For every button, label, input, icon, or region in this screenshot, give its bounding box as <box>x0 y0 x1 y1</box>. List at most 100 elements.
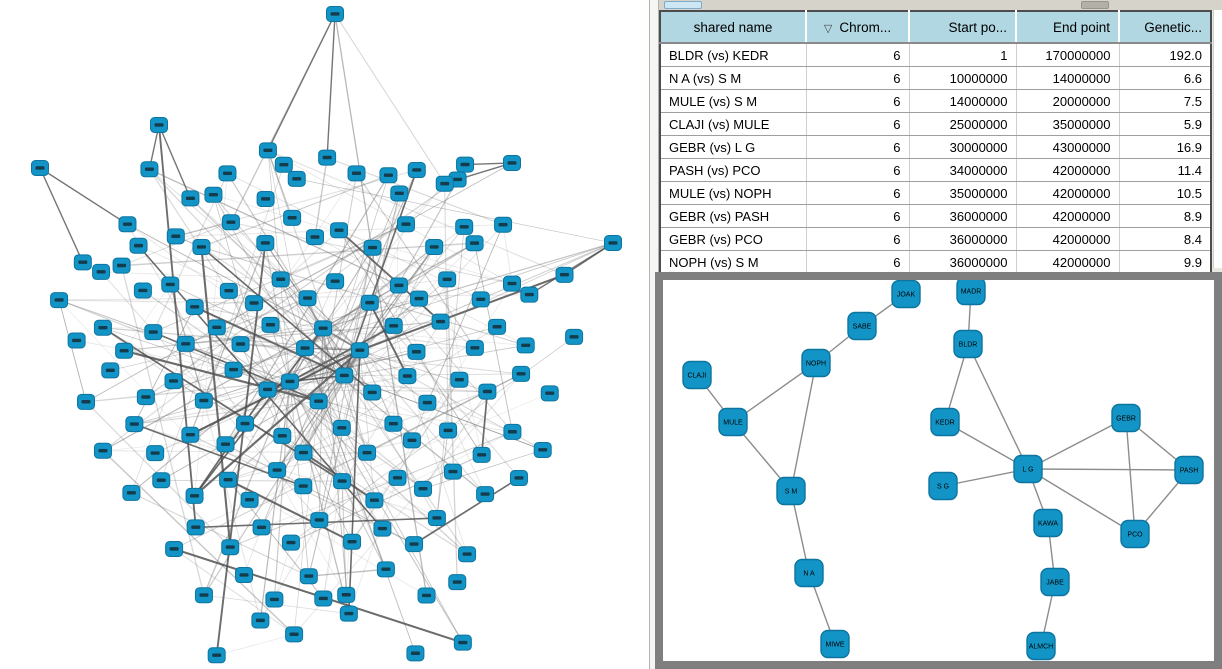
network-node[interactable] <box>314 320 333 337</box>
network-node[interactable] <box>384 317 403 334</box>
network-node[interactable] <box>309 393 328 410</box>
network-node[interactable] <box>407 162 426 179</box>
network-node[interactable] <box>503 155 521 171</box>
network-node[interactable] <box>93 442 112 459</box>
network-node-joak[interactable]: JOAK <box>891 280 921 309</box>
network-node[interactable] <box>431 313 450 330</box>
scrollbar-tab-icon[interactable] <box>664 1 702 9</box>
network-node[interactable] <box>456 156 475 173</box>
network-node[interactable] <box>122 484 141 501</box>
network-node[interactable] <box>261 316 280 333</box>
network-node[interactable] <box>427 510 446 527</box>
node-shape[interactable] <box>956 280 986 306</box>
network-node-n-a[interactable]: N A <box>794 558 824 588</box>
network-node-claji[interactable]: CLAJI <box>682 360 712 390</box>
network-node[interactable] <box>73 254 92 271</box>
node-shape[interactable] <box>1174 455 1204 485</box>
network-node[interactable] <box>376 561 395 578</box>
table-row[interactable]: GEBR (vs) L G 6 30000000 43000000 16.9 <box>660 135 1211 159</box>
network-node[interactable] <box>407 343 426 360</box>
network-node[interactable] <box>50 292 69 309</box>
network-node[interactable] <box>330 222 349 239</box>
network-node[interactable] <box>332 419 351 436</box>
network-node[interactable] <box>476 486 495 503</box>
column-header-genetic[interactable]: Genetic... <box>1119 11 1211 44</box>
network-node[interactable] <box>219 282 238 299</box>
network-node[interactable] <box>133 282 152 299</box>
network-node[interactable] <box>186 519 205 536</box>
network-node[interactable] <box>438 271 457 288</box>
network-node[interactable] <box>314 590 333 607</box>
network-node[interactable] <box>271 271 290 288</box>
network-node[interactable] <box>136 389 155 406</box>
network-node[interactable] <box>363 239 382 256</box>
network-node[interactable] <box>287 170 306 187</box>
network-node[interactable] <box>112 257 131 274</box>
network-node[interactable] <box>125 416 144 433</box>
network-node-kedr[interactable]: KEDR <box>930 407 960 437</box>
network-node[interactable] <box>273 427 292 444</box>
network-node[interactable] <box>281 534 300 551</box>
network-node[interactable] <box>384 415 403 432</box>
node-shape[interactable] <box>953 329 983 359</box>
network-node[interactable] <box>503 423 522 440</box>
column-header-shared-name[interactable]: shared name <box>660 11 807 44</box>
network-node[interactable] <box>221 214 240 231</box>
subnetwork-canvas[interactable]: JOAK MADR SABE BLDR NOPH CLAJI MULE KEDR GEBR L G… <box>663 280 1214 661</box>
node-shape[interactable] <box>801 348 831 378</box>
network-node[interactable] <box>251 612 270 629</box>
network-node[interactable] <box>455 218 474 235</box>
network-node[interactable] <box>204 186 223 203</box>
network-node[interactable] <box>471 291 490 308</box>
network-node[interactable] <box>405 536 424 553</box>
table-horizontal-scrollbar[interactable] <box>659 0 1222 10</box>
network-node[interactable] <box>503 275 522 292</box>
network-node[interactable] <box>181 426 200 443</box>
network-node[interactable] <box>478 383 497 400</box>
network-node[interactable] <box>472 446 491 463</box>
network-node-kawa[interactable]: KAWA <box>1033 508 1063 538</box>
network-node[interactable] <box>465 235 484 252</box>
network-node[interactable] <box>181 190 200 207</box>
network-node[interactable] <box>512 365 531 382</box>
network-node[interactable] <box>299 568 318 585</box>
network-node[interactable] <box>488 318 507 335</box>
network-node[interactable] <box>565 328 584 345</box>
network-node[interactable] <box>520 286 539 303</box>
network-node[interactable] <box>101 362 120 379</box>
table-row[interactable]: NOPH (vs) S M 6 36000000 42000000 9.9 <box>660 250 1211 274</box>
network-node-jabe[interactable]: JABE <box>1040 567 1070 597</box>
network-node[interactable] <box>296 340 315 357</box>
table-row[interactable]: CLAJI (vs) MULE 6 25000000 35000000 5.9 <box>660 112 1211 136</box>
node-shape[interactable] <box>847 311 877 341</box>
network-node[interactable] <box>294 444 313 461</box>
network-node[interactable] <box>458 546 477 563</box>
network-node[interactable] <box>140 161 159 178</box>
network-node[interactable] <box>240 491 259 508</box>
network-node[interactable] <box>164 373 183 390</box>
node-shape[interactable] <box>928 471 958 501</box>
network-node[interactable] <box>176 335 195 352</box>
network-node[interactable] <box>443 463 462 480</box>
table-vertical-scrollbar[interactable] <box>1213 10 1222 268</box>
node-shape[interactable] <box>1120 519 1150 549</box>
network-node[interactable] <box>118 216 137 233</box>
network-node[interactable] <box>77 393 96 410</box>
network-node[interactable] <box>224 361 243 378</box>
network-node[interactable] <box>258 381 277 398</box>
network-node[interactable] <box>604 235 622 251</box>
network-node[interactable] <box>298 290 317 307</box>
node-shape[interactable] <box>1026 631 1056 661</box>
node-shape[interactable] <box>718 407 748 437</box>
network-node[interactable] <box>425 239 444 256</box>
network-node[interactable] <box>417 587 436 604</box>
node-shape[interactable] <box>1013 454 1043 484</box>
column-header-end-point[interactable]: End point <box>1016 11 1120 44</box>
table-row[interactable]: GEBR (vs) PASH 6 36000000 42000000 8.9 <box>660 204 1211 228</box>
network-node-pash[interactable]: PASH <box>1174 455 1204 485</box>
network-node[interactable] <box>343 533 362 550</box>
network-node[interactable] <box>373 520 392 537</box>
network-node[interactable] <box>363 384 382 401</box>
network-node[interactable] <box>146 445 165 462</box>
node-shape[interactable] <box>682 360 712 390</box>
